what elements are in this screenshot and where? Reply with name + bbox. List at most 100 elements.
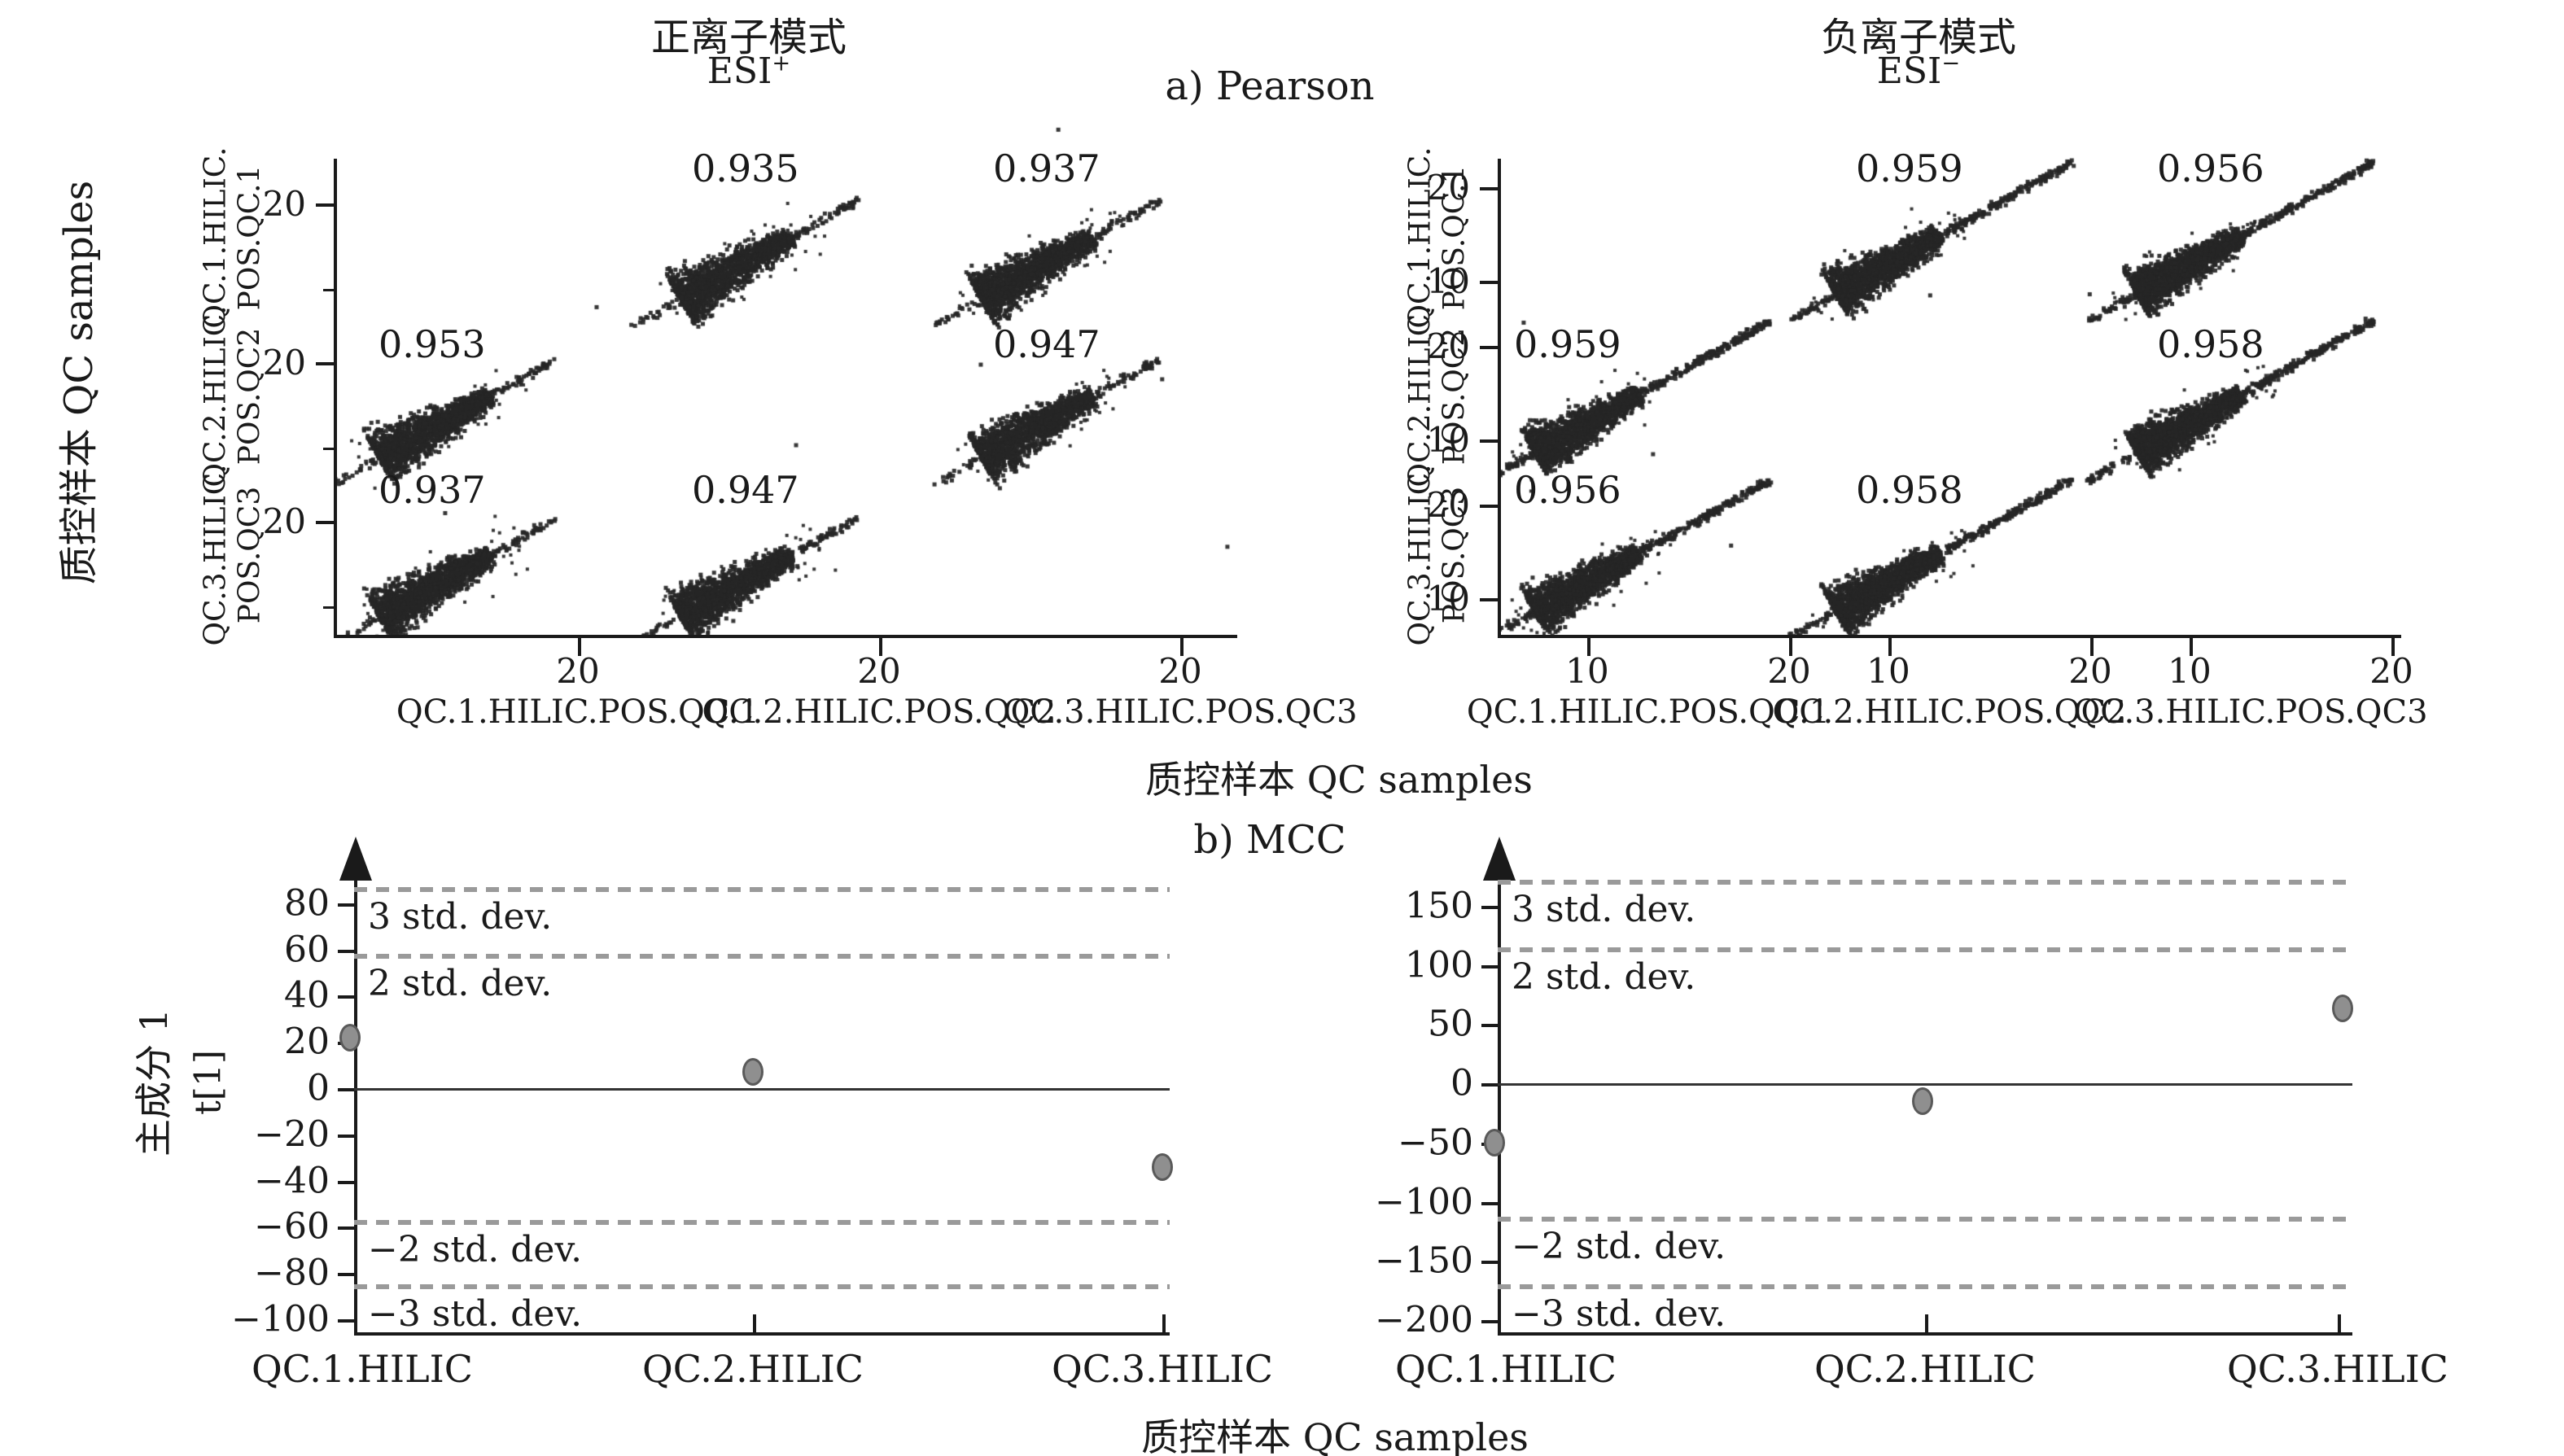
bottom-caption: 质控样本 QC samples	[1141, 1415, 1529, 1456]
pearson-y-tick-label: 10	[1426, 261, 1470, 301]
pearson-x-tick-label: 10	[1565, 651, 1609, 691]
mcc-y-tick	[338, 1134, 354, 1138]
pearson-y-tick-label: 20	[262, 343, 306, 383]
pearson-corr-value: 0.956	[2157, 146, 2264, 190]
mcc-zero-line	[354, 1088, 1170, 1091]
pearson-x-tick	[1180, 638, 1184, 656]
mcc-sd-label: 3 std. dev.	[368, 895, 553, 938]
pearson-corr-value: 0.956	[1514, 468, 1621, 512]
mcc-y-tick	[1481, 1201, 1498, 1205]
mcc-sd-label: −2 std. dev.	[368, 1228, 583, 1270]
mcc-category-label: QC.3.HILIC	[1052, 1347, 1273, 1391]
mcc-y-tick-label: 20	[284, 1021, 330, 1063]
mcc-data-point	[2332, 995, 2353, 1023]
pearson-y-tick	[316, 521, 334, 524]
mcc-y-tick-label: 0	[1450, 1062, 1473, 1104]
mcc-y-tick	[1481, 1083, 1498, 1087]
mcc-category-label: QC.1.HILIC	[252, 1347, 473, 1391]
pearson-corr-value: 0.958	[1856, 468, 1963, 512]
pearson-y-tick-label: 20	[1426, 168, 1470, 208]
pearson-x-tick	[2090, 638, 2094, 656]
pearson-x-axis	[334, 635, 1237, 638]
mcc-y-tick	[338, 1273, 354, 1277]
mcc-y-tick	[1481, 905, 1498, 909]
pearson-y-axis	[1498, 159, 1501, 638]
mcc-y-tick-label: 150	[1405, 885, 1473, 927]
mcc-y-tick	[338, 949, 354, 953]
pearson-row-label: QC.2.HILIC. POS.QC2	[1403, 305, 1472, 488]
pearson-y-minor-tick	[323, 448, 334, 450]
pearson-x-tick-label: 10	[1866, 651, 1910, 691]
mcc-y-tick	[338, 1226, 354, 1231]
mcc-category-label: QC.2.HILIC	[1814, 1347, 2036, 1391]
pearson-y-tick-label: 20	[262, 184, 306, 224]
pearson-y-tick-label: 20	[1426, 326, 1470, 366]
pearson-col-label: QC.2.HILIC.POS.QC2	[1772, 693, 2127, 731]
title-esi-neg: ESI−	[1876, 50, 1961, 92]
pearson-row-label: QC.3.HILIC. POS.QC3	[199, 464, 267, 646]
mcc-category-label: QC.1.HILIC	[1395, 1347, 1617, 1391]
mcc-data-point	[1912, 1087, 1933, 1115]
mcc-y-tick-label: −40	[254, 1160, 330, 1202]
title-esi-pos-mode: 正离子模式	[650, 15, 847, 60]
pearson-y-tick	[1480, 281, 1498, 284]
mcc-y-tick-label: 50	[1428, 1003, 1473, 1045]
pearson-y-tick-label: 20	[1426, 485, 1470, 525]
pearson-corr-value: 0.947	[993, 322, 1100, 366]
mcc-ylabel-sub: t[1]	[187, 1049, 230, 1116]
mcc-y-tick-label: 40	[284, 974, 330, 1017]
pearson-x-tick	[1587, 638, 1590, 656]
pearson-col-label: QC.2.HILIC.POS.QC2	[702, 693, 1057, 731]
mcc-y-tick-label: −200	[1375, 1299, 1473, 1341]
pearson-outer-ylabel: 质控样本 QC samples	[56, 180, 102, 585]
pearson-y-tick-label: 20	[262, 501, 306, 541]
pearson-row-label: QC.3.HILIC. POS.QC3	[1403, 464, 1472, 646]
pearson-y-minor-tick	[323, 606, 334, 609]
mcc-x-axis	[1498, 1332, 2352, 1336]
pearson-x-tick	[1888, 638, 1892, 656]
mcc-y-tick-label: −20	[254, 1113, 330, 1156]
mcc-sd-label: −3 std. dev.	[368, 1293, 583, 1336]
mcc-data-point	[1152, 1152, 1173, 1181]
pearson-x-tick	[2190, 638, 2193, 656]
pearson-y-tick	[1480, 505, 1498, 508]
pearson-corr-value: 0.947	[692, 468, 799, 512]
pearson-row-label: QC.1.HILIC. POS.QC.1	[199, 146, 267, 329]
pearson-corr-value: 0.959	[1514, 322, 1621, 366]
pearson-col-label: QC.3.HILIC.POS.QC3	[1003, 693, 1358, 731]
pearson-row-label: QC.2.HILIC. POS.QC2	[199, 305, 267, 488]
pearson-x-tick-label: 20	[1767, 651, 1811, 691]
mcc-sd-label: −3 std. dev.	[1512, 1293, 1726, 1336]
pearson-x-tick-label: 20	[556, 651, 600, 691]
mcc-y-tick-label: 60	[284, 929, 330, 971]
mcc-y-tick	[1481, 1261, 1498, 1265]
mcc-x-tick	[1925, 1314, 1928, 1332]
mcc-sd-label: 2 std. dev.	[1512, 955, 1696, 998]
title-esi-neg-mode: 负离子模式	[1820, 15, 2017, 60]
pearson-y-tick-label: 10	[1426, 420, 1470, 460]
mcc-y-tick	[338, 995, 354, 999]
mcc-y-tick	[338, 903, 354, 907]
mcc-y-tick-label: −100	[231, 1298, 330, 1340]
pearson-x-tick-label: 10	[2168, 651, 2212, 691]
pearson-x-tick	[578, 638, 581, 656]
mcc-y-tick-label: −150	[1375, 1240, 1473, 1282]
mcc-sd-label: 2 std. dev.	[368, 963, 553, 1005]
mcc-sd-line	[354, 886, 1170, 892]
mcc-sd-label: 3 std. dev.	[1512, 888, 1696, 930]
mcc-y-tick-label: −60	[254, 1205, 330, 1248]
mcc-sd-line	[1498, 1217, 2352, 1222]
pearson-col-label: QC.1.HILIC.POS.QC.1	[396, 693, 760, 731]
mcc-y-tick	[338, 1088, 354, 1091]
pearson-y-tick	[1480, 346, 1498, 349]
pearson-y-axis	[334, 159, 337, 638]
mcc-sd-line	[1498, 1284, 2352, 1290]
pearson-y-tick	[316, 203, 334, 207]
pearson-x-tick-label: 20	[2369, 651, 2413, 691]
mcc-y-axis	[1498, 861, 1501, 1336]
mcc-x-tick	[753, 1314, 756, 1332]
scatter-canvas-esi-pos	[334, 114, 1237, 635]
pearson-x-axis	[1498, 635, 2401, 638]
mcc-y-tick	[338, 1180, 354, 1184]
